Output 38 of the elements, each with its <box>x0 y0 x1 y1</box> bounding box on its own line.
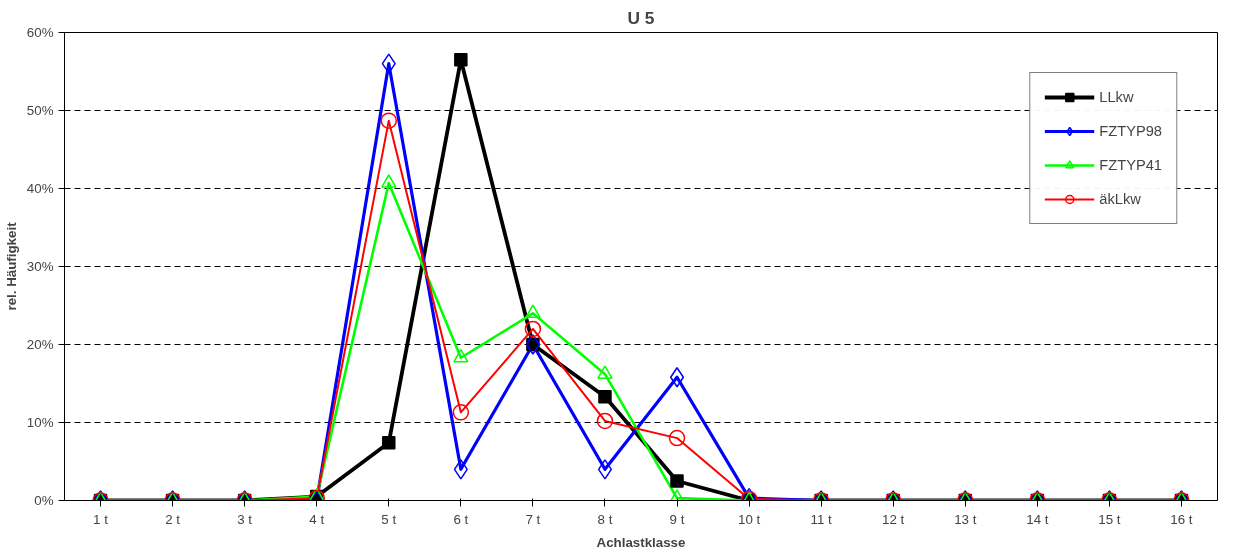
x-tick-label: 16 t <box>1170 511 1193 527</box>
point <box>669 489 685 501</box>
point <box>453 348 469 363</box>
x-tick-label: 9 t <box>669 511 685 527</box>
point <box>381 174 397 188</box>
x-tick-label: 14 t <box>1026 511 1049 527</box>
y-tick-label: 30% <box>26 259 54 274</box>
y-tick-label: 40% <box>26 181 54 196</box>
x-tick-label: 3 t <box>237 511 253 527</box>
x-tick-label: 10 t <box>737 511 761 527</box>
x-tick-label: 5 t <box>381 511 397 527</box>
legend-label: FZTYP98 <box>1099 123 1162 139</box>
x-tick-label: 7 t <box>525 511 541 527</box>
x-tick-label: 6 t <box>453 511 469 527</box>
x-tick-label: 2 t <box>165 511 181 527</box>
x-axis-title: Achlastklasse <box>596 534 686 550</box>
point <box>525 304 541 319</box>
point <box>381 53 396 74</box>
x-tick-label: 4 t <box>309 511 325 527</box>
x-tick-label: 11 t <box>810 511 833 527</box>
x-tick-label: 12 t <box>882 511 905 527</box>
y-tick-label: 0% <box>34 493 54 508</box>
chart-title: U 5 <box>627 7 655 28</box>
x-tick-label: 1 t <box>93 511 109 527</box>
legend-label: LLkw <box>1099 89 1134 105</box>
x-tick-label: 15 t <box>1098 511 1121 527</box>
y-axis-title: rel. Häufigkeit <box>3 221 19 311</box>
point <box>380 112 398 129</box>
y-tick-label: 50% <box>26 103 54 118</box>
y-tick-label: 20% <box>26 337 54 352</box>
x-tick-label: 8 t <box>597 511 613 527</box>
point <box>454 53 468 67</box>
x-tick-label: 13 t <box>954 511 977 527</box>
legend-label: äkLkw <box>1099 191 1141 207</box>
point <box>597 365 613 379</box>
legend-label: FZTYP41 <box>1099 157 1162 173</box>
y-tick-label: 60% <box>26 25 54 40</box>
y-tick-label: 10% <box>26 415 54 430</box>
